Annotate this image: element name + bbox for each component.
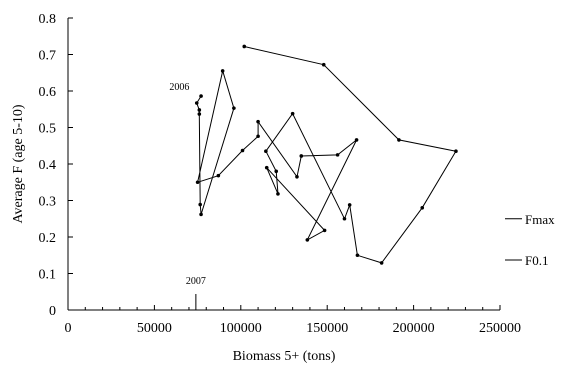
y-tick-label: 0.7 [39,49,57,64]
data-point [264,149,268,154]
y-tick-label: 0.8 [39,12,57,27]
x-ticks: 0 50000 100000 150000 200000 250000 [65,305,521,336]
data-point [321,62,326,67]
x-axis-title: Biomass 5+ (tons) [233,349,336,364]
y-tick-label: 0.6 [39,85,57,100]
data-point [379,261,384,265]
x-tick-label: 100000 [220,321,262,336]
reference-line-label: Fmax [525,212,555,227]
data-point [299,154,304,158]
data-point [240,148,245,153]
data-point [347,203,352,207]
data-point [397,138,401,142]
data-point [264,165,269,170]
data-point [256,119,260,124]
data-point [454,149,458,154]
annotation-2007: 2007 [186,276,206,287]
data-point [354,138,359,142]
data-point [322,228,327,233]
x-tick-label: 150000 [306,321,348,336]
plot-area [67,18,500,311]
reference-line-label: F0.1 [525,253,548,268]
data-point [256,134,260,139]
y-ticks: 0 0.1 0.2 0.3 0.4 0.5 0.6 0.7 0.8 [39,12,73,319]
y-tick-label: 0.2 [39,231,57,246]
data-point [305,238,310,242]
y-tick-label: 0 [49,304,56,319]
data-point [295,174,299,179]
annotation-2006: 2006 [169,82,189,93]
data-point [199,212,203,217]
data-point [232,106,236,110]
series-points [194,44,458,265]
y-tick-label: 0.4 [39,158,57,173]
data-point [195,180,200,185]
data-point [342,216,347,221]
x-tick-label: 0 [65,321,72,336]
y-tick-label: 0.1 [39,268,57,283]
data-point [335,153,340,157]
y-axis-title: Average F (age 5-10) [11,104,26,223]
y-tick-label: 0.5 [39,122,57,137]
data-point [220,69,225,73]
reference-lines: Fmax F0.1 [505,212,555,268]
annotations: 2006 2007 [169,82,206,310]
data-point [290,111,295,116]
x-minor-ticks [84,307,484,310]
data-point [355,253,360,258]
data-point [198,202,202,207]
x-tick-label: 200000 [393,321,435,336]
x-tick-label: 50000 [137,321,172,336]
data-point [216,173,221,178]
data-point [197,108,202,112]
data-point [197,112,202,116]
data-point [199,94,203,98]
data-point [242,44,247,49]
data-point [194,101,199,105]
data-point [276,192,280,196]
data-point [274,169,279,174]
x-tick-label: 250000 [479,321,521,336]
y-tick-label: 0.3 [39,195,57,210]
data-point [420,206,425,210]
